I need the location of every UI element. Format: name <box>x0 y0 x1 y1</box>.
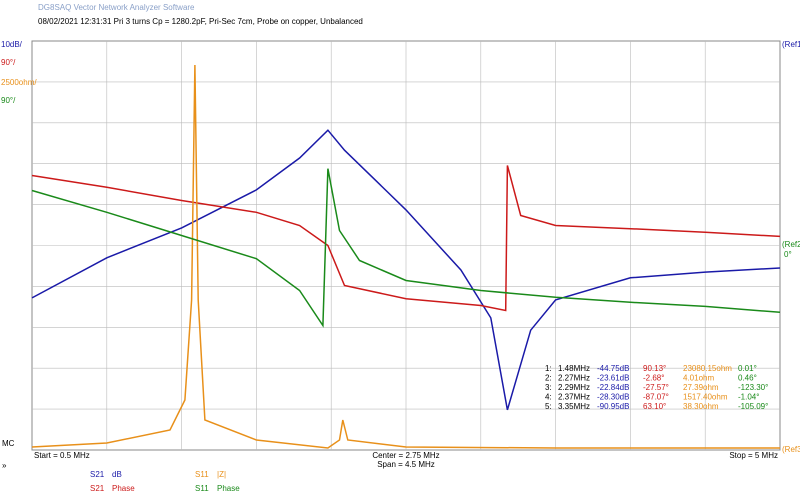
marker-cell: -105.09° <box>738 402 768 411</box>
scale-label: 2500ohm/ <box>1 78 37 87</box>
marker-cell: 3.35MHz <box>558 402 590 411</box>
ref-label: (Ref2 <box>782 240 800 249</box>
marker-cell: 1: <box>545 364 552 373</box>
marker-cell: -44.75dB <box>597 364 629 373</box>
legend-name: S11 <box>195 470 209 479</box>
start-label: Start = 0.5 MHz <box>34 451 90 460</box>
legend-name: S21 <box>90 484 105 493</box>
legend-name: S21 <box>90 470 105 479</box>
marker-cell: -123.30° <box>738 383 768 392</box>
marker-cell: -27.57° <box>643 383 669 392</box>
trace <box>31 129 781 411</box>
marker-cell: 23080.15ohm <box>683 364 732 373</box>
span-label: Span = 4.5 MHz <box>377 460 435 469</box>
marker-cell: 1517.40ohm <box>683 393 728 402</box>
ref-label: (Ref1 <box>782 40 800 49</box>
marker-cell: 4: <box>545 393 552 402</box>
marker-cell: 5: <box>545 402 552 411</box>
ref-value: 0° <box>784 250 792 259</box>
scale-label: 90°/ <box>1 58 16 67</box>
more-label: » <box>2 461 7 470</box>
marker-cell: 0.46° <box>738 374 757 383</box>
marker-cell: -28.30dB <box>597 393 629 402</box>
scale-label: 10dB/ <box>1 40 23 49</box>
app-title: DG8SAQ Vector Network Analyzer Software <box>38 3 195 12</box>
marker-cell: -90.95dB <box>597 402 629 411</box>
ref-label: (Ref3 <box>782 445 800 454</box>
subtitle: 08/02/2021 12:31:31 Pri 3 turns Cp = 128… <box>38 17 363 26</box>
scale-label: 90°/ <box>1 96 16 105</box>
marker-cell: -2.68° <box>643 374 664 383</box>
marker-cell: 2.29MHz <box>558 383 590 392</box>
legend-format: Phase <box>217 484 240 493</box>
legend-format: Phase <box>112 484 135 493</box>
marker-cell: 90.13° <box>643 364 666 373</box>
marker-cell: 2.37MHz <box>558 393 590 402</box>
marker-cell: -23.61dB <box>597 374 629 383</box>
trace <box>31 64 780 449</box>
mc-label: MC <box>2 439 15 448</box>
center-label: Center = 2.75 MHz <box>372 451 439 460</box>
legend-format: |Z| <box>217 470 226 479</box>
marker-cell: 4.01ohm <box>683 374 714 383</box>
marker-cell: 1.48MHz <box>558 364 590 373</box>
marker-cell: 27.39ohm <box>683 383 719 392</box>
stop-label: Stop = 5 MHz <box>729 451 778 460</box>
marker-cell: 2.27MHz <box>558 374 590 383</box>
marker-cell: 63.10° <box>643 402 666 411</box>
marker-cell: 3: <box>545 383 552 392</box>
marker-cell: -87.07° <box>643 393 669 402</box>
marker-cell: 2: <box>545 374 552 383</box>
marker-cell: 0.01° <box>738 364 757 373</box>
trace <box>31 168 781 328</box>
marker-cell: 38.30ohm <box>683 402 719 411</box>
marker-cell: -22.84dB <box>597 383 629 392</box>
legend-format: dB <box>112 470 122 479</box>
marker-cell: -1.04° <box>738 393 759 402</box>
trace <box>31 165 781 312</box>
legend-name: S11 <box>195 484 209 493</box>
